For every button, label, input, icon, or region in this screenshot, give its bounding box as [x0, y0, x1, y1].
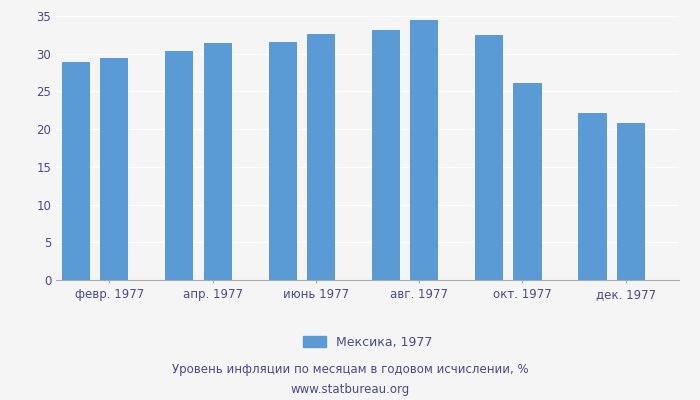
- Bar: [165, 51, 193, 280]
- Bar: [307, 34, 335, 280]
- Bar: [269, 42, 297, 280]
- Bar: [475, 35, 503, 280]
- Bar: [204, 43, 232, 280]
- Bar: [617, 123, 645, 280]
- Bar: [62, 62, 90, 280]
- Bar: [100, 58, 128, 280]
- Text: www.statbureau.org: www.statbureau.org: [290, 384, 410, 396]
- Text: Уровень инфляции по месяцам в годовом исчислении, %: Уровень инфляции по месяцам в годовом ис…: [172, 364, 528, 376]
- Legend: Мексика, 1977: Мексика, 1977: [298, 331, 437, 354]
- Bar: [372, 30, 400, 280]
- Bar: [578, 112, 607, 280]
- Bar: [513, 83, 542, 280]
- Bar: [410, 20, 438, 280]
